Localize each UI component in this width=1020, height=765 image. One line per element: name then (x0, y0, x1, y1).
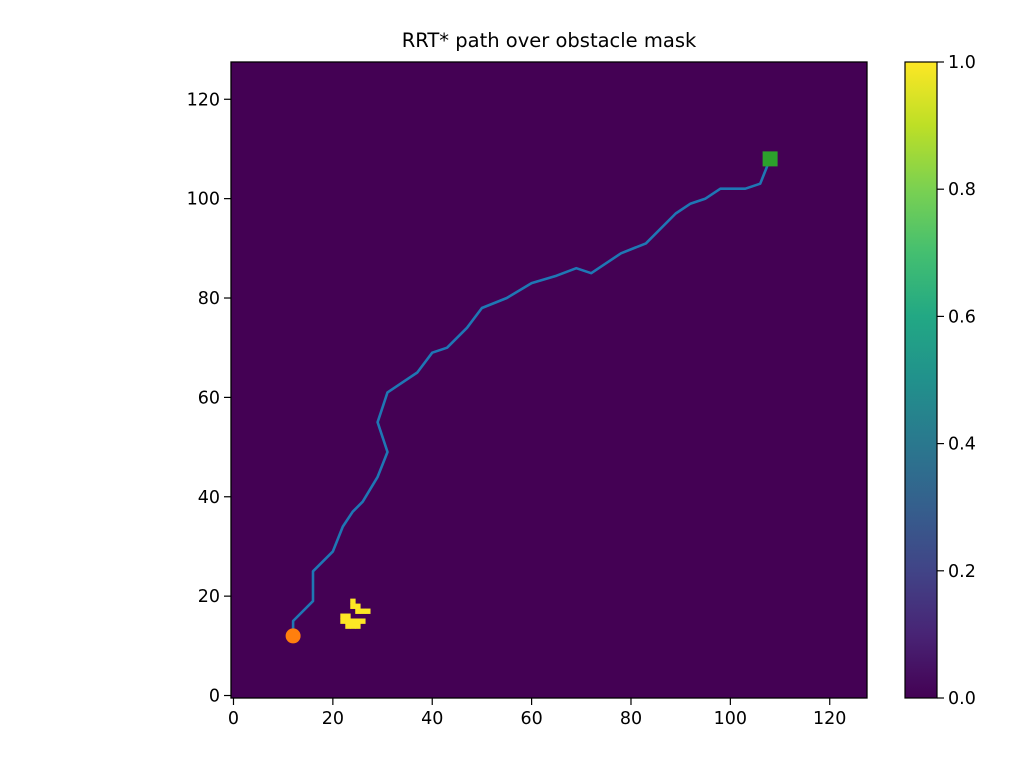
colorbar: 0.0 0.2 0.4 0.6 0.8 1.0 (904, 53, 976, 709)
x-tick-label: 80 (620, 709, 642, 729)
obstacle-cell (340, 613, 346, 619)
y-tick-label: 40 (198, 488, 220, 508)
colorbar-tick-label: 0.6 (948, 307, 976, 327)
start-marker (285, 628, 301, 644)
colorbar-tick-label: 0.8 (948, 180, 976, 200)
y-axis: 0 20 40 60 80 100 120 (187, 90, 231, 707)
y-tick-label: 60 (198, 388, 220, 408)
obstacle-mask-background (231, 62, 867, 698)
obstacle-cell (350, 598, 356, 604)
obstacle-cell (345, 618, 351, 624)
obstacle-cell (355, 608, 361, 614)
chart-title: RRT* path over obstacle mask (402, 29, 697, 52)
obstacle-cell (360, 608, 366, 614)
obstacle-cells (340, 598, 371, 629)
obstacle-cell (360, 618, 366, 624)
x-tick-label: 60 (520, 709, 542, 729)
obstacle-cell (355, 603, 361, 609)
obstacle-cell (350, 618, 356, 624)
x-axis: 0 20 40 60 80 100 120 (228, 698, 846, 729)
colorbar-tick-label: 0.4 (948, 435, 976, 455)
obstacle-cell (365, 608, 371, 614)
colorbar-tick-label: 1.0 (948, 53, 976, 73)
obstacle-cell (355, 623, 361, 629)
y-tick-label: 80 (198, 289, 220, 309)
x-tick-label: 40 (421, 709, 443, 729)
y-tick-label: 120 (187, 90, 220, 110)
x-tick-label: 120 (813, 709, 846, 729)
obstacle-cell (350, 623, 356, 629)
y-tick-label: 100 (187, 190, 220, 210)
obstacle-cell (345, 613, 351, 619)
obstacle-cell (340, 618, 346, 624)
goal-marker (762, 151, 778, 167)
colorbar-tick-label: 0.0 (948, 689, 976, 709)
colorbar-gradient (904, 61, 938, 699)
colorbar-tick-label: 0.2 (948, 562, 976, 582)
obstacle-cell (355, 618, 361, 624)
rrt-path-line (291, 158, 772, 636)
x-tick-label: 100 (714, 709, 747, 729)
obstacle-cell (345, 623, 351, 629)
y-tick-label: 20 (198, 587, 220, 607)
plot-area (230, 61, 868, 699)
plot-frame (230, 61, 868, 699)
obstacle-cell (350, 603, 356, 609)
x-tick-label: 0 (228, 709, 239, 729)
colorbar-ticks: 0.0 0.2 0.4 0.6 0.8 1.0 (937, 53, 976, 709)
y-tick-label: 0 (209, 687, 220, 707)
x-tick-label: 20 (322, 709, 344, 729)
